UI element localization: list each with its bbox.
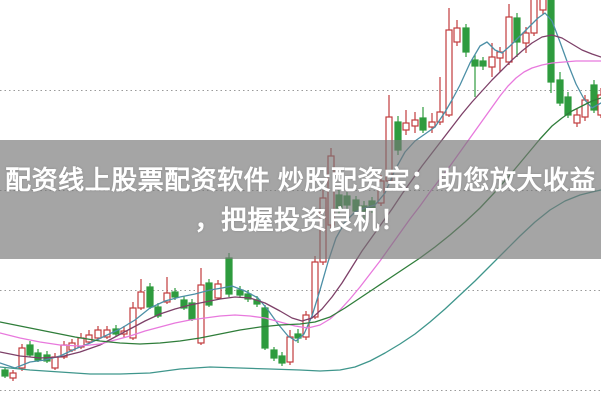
candle-body — [471, 59, 479, 67]
promo-banner: 配资线上股票配资软件 炒股配资宝：助您放大收益 ，把握投资良机！ — [0, 140, 601, 259]
candle-body — [225, 257, 233, 295]
promo-text-line1: 配资线上股票配资软件 炒股配资宝：助您放大收益 — [5, 164, 596, 195]
candle-body — [402, 122, 410, 131]
candle-up — [103, 326, 111, 339]
candle-down — [205, 279, 213, 307]
candle-body — [137, 291, 145, 309]
candle-down — [180, 296, 188, 310]
candle-body — [445, 29, 453, 116]
candle-body — [261, 307, 269, 349]
candle-down — [270, 347, 278, 361]
candle-up — [9, 370, 17, 381]
candle-up — [411, 112, 419, 133]
candle-up — [488, 43, 496, 77]
candle-body — [34, 352, 42, 361]
candle-down — [146, 283, 154, 309]
candle-body — [1, 369, 9, 377]
candle-up — [453, 20, 461, 46]
candle-down — [26, 341, 34, 357]
candle-down — [471, 55, 479, 97]
candle-body — [278, 355, 286, 364]
candle-body — [479, 60, 487, 67]
candle-body — [505, 16, 513, 63]
candle-body — [547, 0, 555, 83]
candle-body — [94, 329, 102, 339]
candle-up — [581, 95, 589, 121]
candle-body — [419, 117, 427, 131]
candle-body — [539, 0, 547, 11]
candle-body — [428, 121, 436, 128]
candle-body — [311, 261, 319, 318]
candle-down — [34, 349, 42, 362]
candle-down — [236, 286, 244, 298]
candle-body — [522, 32, 530, 44]
candle-down — [556, 72, 564, 106]
candle-up — [302, 311, 310, 340]
candle-up — [18, 344, 26, 371]
candle-up — [311, 256, 319, 319]
candle-body — [590, 84, 598, 111]
candle-up — [51, 353, 59, 370]
candle-up — [573, 109, 581, 127]
candle-up — [445, 8, 453, 117]
candle-up — [214, 280, 222, 300]
candle-up — [137, 279, 145, 310]
candle-body — [513, 17, 521, 43]
candle-body — [286, 336, 294, 363]
candle-body — [9, 372, 17, 379]
candle-body — [188, 302, 196, 320]
candle-down — [513, 13, 521, 57]
candle-body — [462, 27, 470, 53]
candle-body — [453, 27, 461, 43]
candle-up — [505, 4, 513, 65]
candle-body — [18, 347, 26, 369]
candle-up — [402, 110, 410, 135]
candle-down — [479, 57, 487, 70]
candle-body — [564, 96, 572, 116]
candle-down — [1, 367, 9, 378]
candle-body — [530, 0, 538, 34]
candle-body — [205, 282, 213, 306]
candles-layer — [1, 0, 601, 381]
candle-body — [573, 114, 581, 124]
candle-body — [51, 356, 59, 369]
ma-dark-purple-line — [0, 34, 601, 359]
candle-up — [94, 326, 102, 340]
candle-body — [236, 289, 244, 296]
candle-body — [302, 314, 310, 338]
candle-body — [488, 56, 496, 68]
ma-magenta-line — [0, 60, 601, 347]
candle-down — [462, 24, 470, 57]
candle-body — [436, 111, 444, 123]
candle-body — [180, 299, 188, 309]
candle-down — [278, 352, 286, 366]
candle-down — [225, 253, 233, 297]
candle-body — [411, 119, 419, 127]
candle-body — [146, 286, 154, 308]
candle-up — [539, 0, 547, 14]
candle-down — [261, 305, 269, 350]
candle-body — [163, 292, 171, 303]
ma-dark-green-line — [0, 97, 601, 345]
candle-down — [188, 299, 196, 321]
candle-body — [244, 293, 252, 300]
candle-up — [436, 77, 444, 125]
candle-body — [171, 291, 179, 298]
candle-down — [419, 107, 427, 133]
candle-up — [530, 0, 538, 36]
candle-down — [547, 0, 555, 93]
candle-up — [197, 268, 205, 345]
candle-body — [270, 349, 278, 359]
candle-body — [26, 344, 34, 356]
candle-up — [522, 27, 530, 53]
candle-body — [214, 283, 222, 299]
candle-up — [163, 277, 171, 304]
candle-body — [556, 79, 564, 104]
promo-text-line2: ，把握投资良机！ — [194, 204, 407, 235]
candle-body — [154, 306, 162, 317]
candle-body — [197, 284, 205, 344]
